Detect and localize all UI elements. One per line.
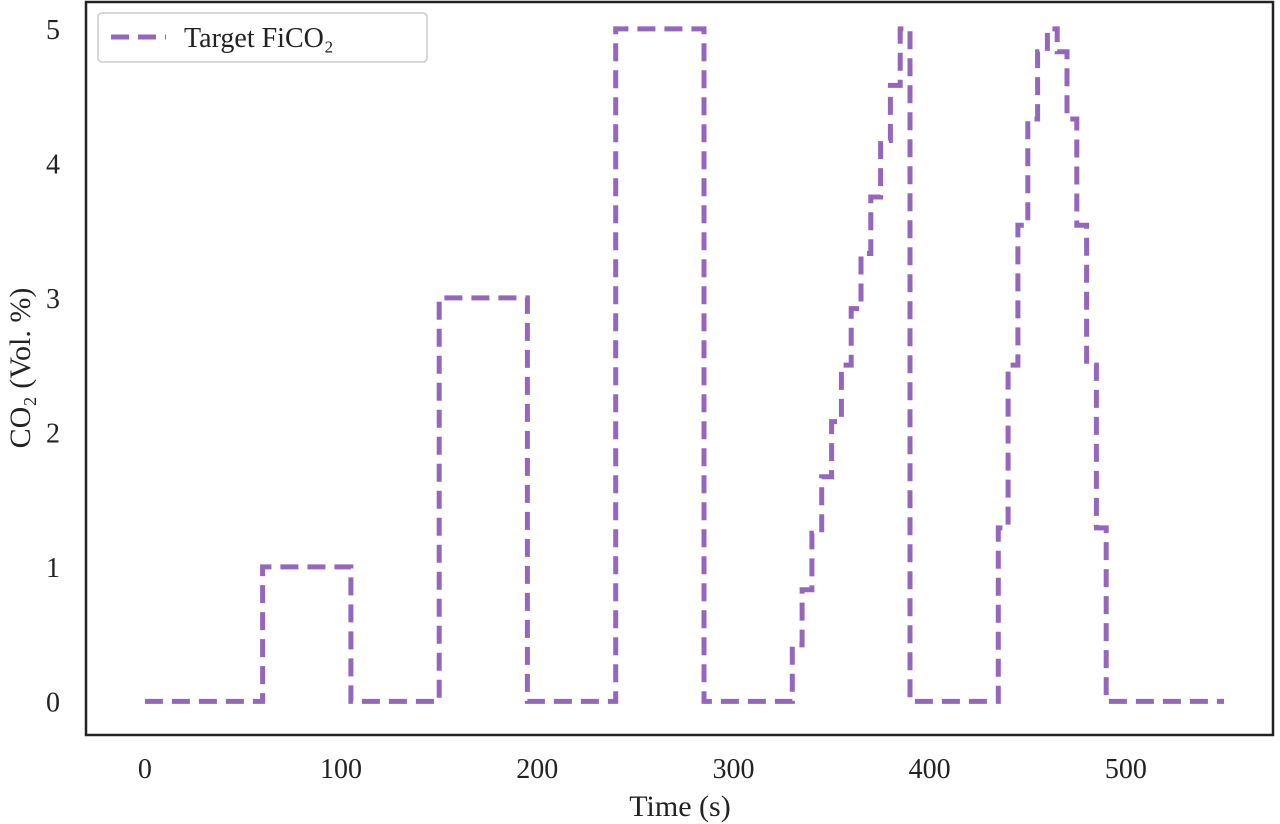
y-tick-label: 5 — [46, 15, 60, 46]
legend-box — [97, 12, 428, 63]
y-tick-label: 4 — [46, 149, 60, 180]
x-tick-label: 400 — [909, 754, 951, 785]
y-tick-label: 1 — [46, 553, 60, 584]
x-tick-label: 300 — [712, 754, 754, 785]
y-tick-label: 2 — [46, 418, 60, 449]
x-tick-labels: 0 100 200 300 400 500 — [138, 754, 1147, 785]
series-layer — [144, 26, 1224, 704]
x-tick-label: 500 — [1105, 754, 1147, 785]
y-axis-label: CO₂ (Vol. %) — [4, 288, 37, 449]
x-axis-label: Time (s) — [629, 790, 730, 823]
legend-label: Target FiCO₂ — [184, 23, 334, 54]
x-tick-label: 200 — [516, 754, 558, 785]
x-tick-label: 100 — [320, 754, 362, 785]
series-line-0 — [144, 26, 1224, 704]
y-tick-label: 0 — [46, 687, 60, 718]
y-tick-labels: 0 1 2 3 4 5 — [46, 15, 60, 718]
y-tick-label: 3 — [46, 284, 60, 315]
x-tick-label: 0 — [138, 754, 152, 785]
legend: Target FiCO₂ — [97, 12, 428, 63]
